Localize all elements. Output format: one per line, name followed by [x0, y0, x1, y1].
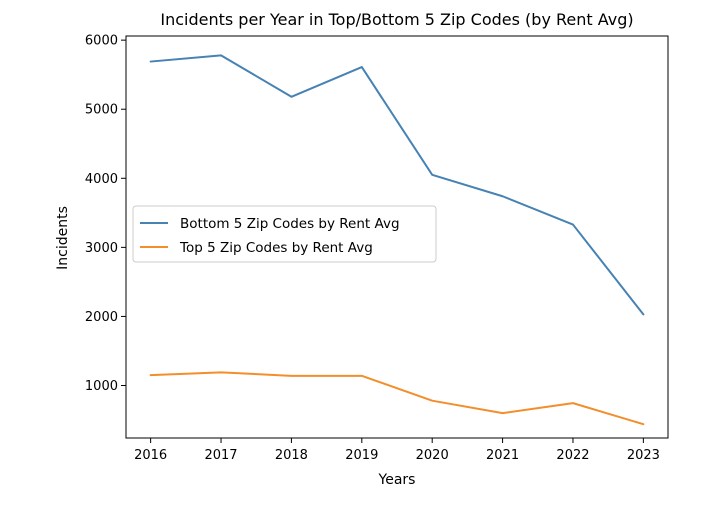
legend-box	[132, 205, 437, 263]
legend-label: Bottom 5 Zip Codes by Rent Avg	[180, 216, 400, 232]
x-tick-label: 2021	[486, 448, 519, 463]
x-tick-label: 2017	[204, 448, 237, 463]
x-tick-label: 2023	[627, 448, 660, 463]
y-tick-label: 5000	[85, 103, 118, 118]
x-tick-label: 2018	[275, 448, 308, 463]
legend: Bottom 5 Zip Codes by Rent Avg Top 5 Zip …	[132, 205, 437, 263]
y-tick-label: 2000	[85, 310, 118, 325]
x-tick-label: 2020	[416, 448, 449, 463]
x-axis: 2016 2017 2018 2019 2020 2021 2022 2023	[134, 438, 660, 463]
legend-label: Top 5 Zip Codes by Rent Avg	[179, 240, 373, 256]
series-line-2	[149, 371, 645, 426]
y-tick-label: 6000	[85, 34, 118, 49]
series-layer	[149, 54, 645, 426]
x-tick-label: 2019	[345, 448, 378, 463]
chart-title: Incidents per Year in Top/Bottom 5 Zip C…	[160, 10, 633, 29]
y-axis-label: Incidents	[55, 206, 71, 270]
y-axis: 1000 2000 3000 4000 5000 6000	[85, 34, 126, 394]
series-line-1	[149, 54, 645, 316]
plot-area-frame	[125, 35, 669, 439]
y-tick-label: 4000	[85, 172, 118, 187]
x-axis-label: Years	[378, 472, 416, 488]
x-tick-label: 2016	[134, 448, 167, 463]
y-tick-label: 1000	[85, 379, 118, 394]
x-tick-label: 2022	[556, 448, 589, 463]
y-tick-label: 3000	[85, 241, 118, 256]
